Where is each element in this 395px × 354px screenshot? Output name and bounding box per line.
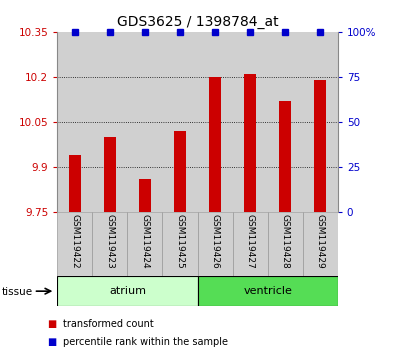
Text: atrium: atrium xyxy=(109,286,146,296)
Bar xyxy=(198,32,233,212)
Bar xyxy=(162,32,198,212)
Bar xyxy=(127,32,162,212)
Text: ■: ■ xyxy=(47,319,56,329)
Bar xyxy=(174,131,186,212)
Text: percentile rank within the sample: percentile rank within the sample xyxy=(63,337,228,347)
Text: GSM119427: GSM119427 xyxy=(246,214,255,269)
Bar xyxy=(233,32,267,212)
Title: GDS3625 / 1398784_at: GDS3625 / 1398784_at xyxy=(117,16,278,29)
Bar xyxy=(162,212,198,276)
Bar xyxy=(233,212,267,276)
Bar xyxy=(92,32,127,212)
Bar xyxy=(314,80,326,212)
Bar xyxy=(104,137,116,212)
Text: ■: ■ xyxy=(47,337,56,347)
Bar xyxy=(57,32,92,212)
Text: GSM119423: GSM119423 xyxy=(105,214,115,269)
Bar xyxy=(139,179,151,212)
Text: ventricle: ventricle xyxy=(243,286,292,296)
Text: GSM119426: GSM119426 xyxy=(211,214,220,269)
Text: GSM119424: GSM119424 xyxy=(140,214,149,269)
Bar xyxy=(92,212,127,276)
Bar xyxy=(198,276,338,306)
Text: transformed count: transformed count xyxy=(63,319,154,329)
Bar xyxy=(69,155,81,212)
Bar xyxy=(303,212,338,276)
Bar xyxy=(57,276,198,306)
Bar xyxy=(267,212,303,276)
Bar xyxy=(279,101,291,212)
Bar xyxy=(198,212,233,276)
Text: tissue: tissue xyxy=(2,287,33,297)
Bar xyxy=(267,32,303,212)
Bar xyxy=(57,212,92,276)
Bar xyxy=(209,77,221,212)
Bar xyxy=(127,212,162,276)
Text: GSM119428: GSM119428 xyxy=(280,214,290,269)
Bar xyxy=(244,74,256,212)
Text: GSM119425: GSM119425 xyxy=(175,214,184,269)
Bar xyxy=(303,32,338,212)
Text: GSM119422: GSM119422 xyxy=(70,214,79,269)
Text: GSM119429: GSM119429 xyxy=(316,214,325,269)
